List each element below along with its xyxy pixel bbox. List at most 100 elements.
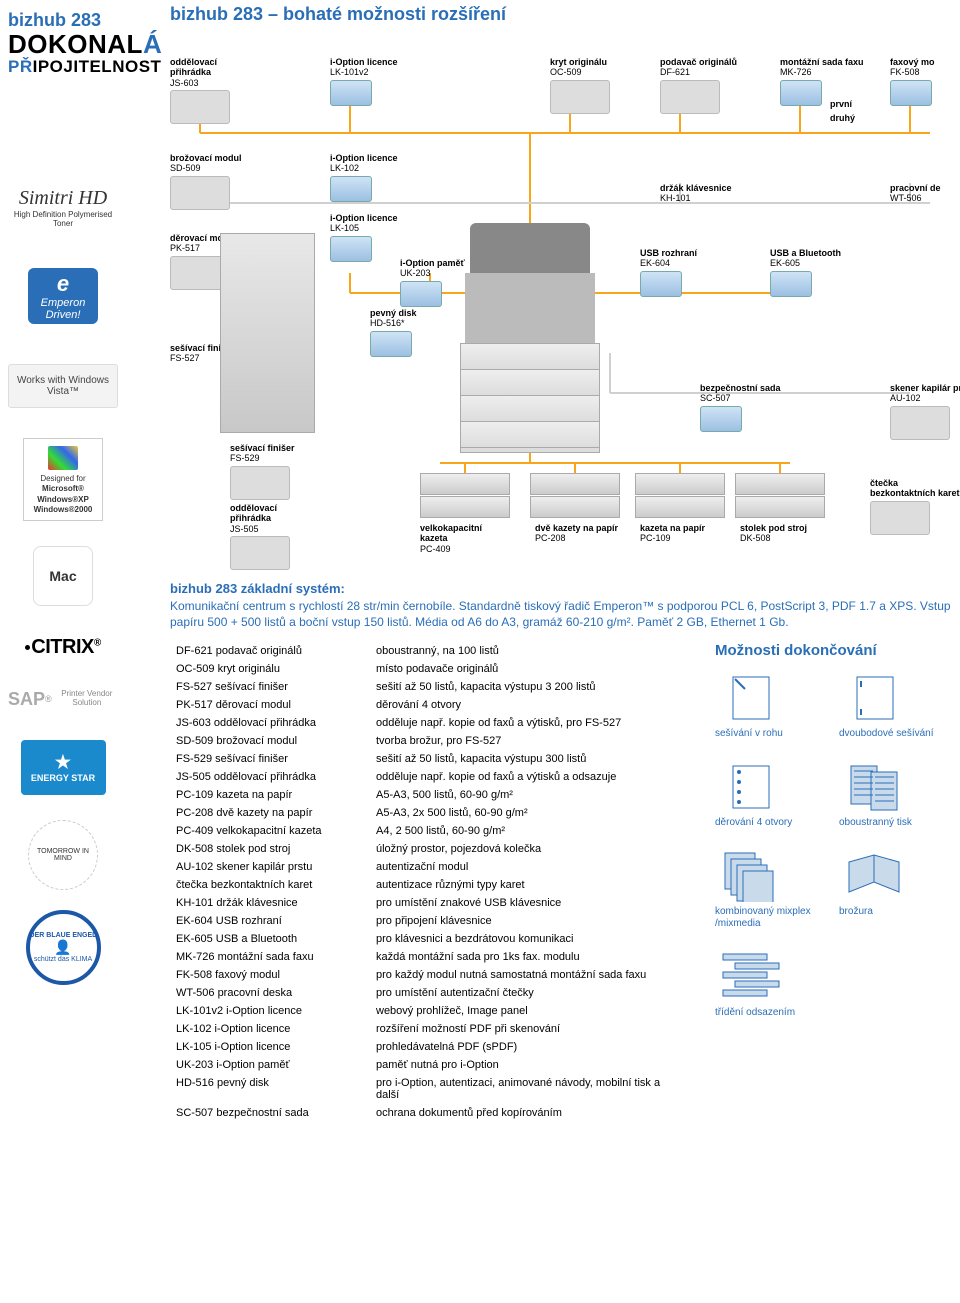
table-row: AU-102 skener kapilár prstuautentizační … [170,858,680,876]
spec-key: DK-508 stolek pod stroj [170,840,370,858]
simitri-text: Simitri HD [19,187,107,210]
spec-value: oboustranný, na 100 listů [370,642,680,660]
spec-key: PC-109 kazeta na papír [170,786,370,804]
tomorrow-text: TOMORROW IN MIND [28,820,98,890]
designed-os1: Microsoft® [28,484,98,494]
component-ek-605: USB a BluetoothEK-605 [770,248,860,297]
spec-key: PC-208 dvě kazety na papír [170,804,370,822]
logo-block: bizhub 283 DOKONALÁ PŘIPOJITELNOST [8,10,158,77]
component-hd-516-: pevný diskHD-516* [370,308,460,357]
finishing-item-duplex: oboustranný tisk [839,758,945,829]
booklet-icon [839,847,909,902]
spec-value: děrování 4 otvory [370,696,680,714]
component-lk-101v2: i-Option licenceLK-101v2 [330,57,420,106]
spec-key: SC-507 bezpečnostní sada [170,1104,370,1122]
component-pc-208: dvě kazety na papírPC-208 [535,523,625,544]
citrix-text: CITRIX [31,636,94,658]
table-row: SD-509 brožovací modultvorba brožur, pro… [170,732,680,750]
component-lk-102: i-Option licenceLK-102 [330,153,420,202]
slogan-2-rest: IPOJITELNOST [33,57,162,76]
paper-tray-stack [530,473,620,519]
slogan-2-accent: PŘ [8,57,33,76]
main: bizhub 283 – bohaté možnosti rozšíření o… [170,4,958,1122]
component-lk-105: i-Option licenceLK-105 [330,213,420,262]
table-row: PK-517 děrovací modulděrování 4 otvory [170,696,680,714]
spec-key: PC-409 velkokapacitní kazeta [170,822,370,840]
expansion-diagram: oddělovací přihrádkaJS-603 i-Option licen… [170,33,958,573]
spec-value: každá montážní sada pro 1ks fax. modulu [370,948,680,966]
spec-value: ochrana dokumentů před kopírováním [370,1104,680,1122]
blaue-title: DER BLAUE ENGEL [30,932,97,939]
table-row: LK-102 i-Option licencerozšíření možnost… [170,1020,680,1038]
table-row: SC-507 bezpečnostní sadaochrana dokument… [170,1104,680,1122]
badge-tomorrow: TOMORROW IN MIND [8,820,118,890]
table-row: čtečka bezkontaktních karetautentizace r… [170,876,680,894]
table-row: HD-516 pevný diskpro i-Option, autentiza… [170,1074,680,1104]
spec-key: LK-101v2 i-Option licence [170,1002,370,1020]
paper-tray-stack [735,473,825,519]
spec-key: MK-726 montážní sada faxu [170,948,370,966]
component-kh-101: držák klávesniceKH-101 [660,183,750,204]
table-row: LK-105 i-Option licenceprohledávatelná P… [170,1038,680,1056]
finishing-item-corner: sešívání v rohu [715,669,821,740]
component-js-505: oddělovací přihrádkaJS-505 [230,503,320,570]
spec-value: pro každý modul nutná samostatná montážn… [370,966,680,984]
bottom-section: DF-621 podavač originálůoboustranný, na … [170,642,958,1122]
spec-key: JS-505 oddělovací přihrádka [170,768,370,786]
finisher-illustration [220,233,315,433]
spec-key: UK-203 i-Option paměť [170,1056,370,1074]
slogan-line-2: PŘIPOJITELNOST [8,57,158,77]
spec-value: prohledávatelná PDF (sPDF) [370,1038,680,1056]
finishing-item-booklet: brožura [839,847,945,930]
basic-system-block: bizhub 283 základní systém: Komunikační … [170,581,958,630]
component-df-621: podavač originálůDF-621 [660,57,750,114]
table-row: DK-508 stolek pod strojúložný prostor, p… [170,840,680,858]
sap-sub: Printer Vendor Solution [56,690,118,708]
energy-text: ENERGY STAR [31,773,95,783]
table-row: JS-603 oddělovací přihrádkaodděluje např… [170,714,680,732]
spec-value: tvorba brožur, pro FS-527 [370,732,680,750]
mixplex-icon [715,847,785,902]
component-wt-506: pracovní deWT-506 [890,183,960,204]
spec-key: KH-101 držák klávesnice [170,894,370,912]
designed-label: Designed for [28,474,98,484]
star-icon: ★ [55,752,71,773]
spec-value: odděluje např. kopie od faxů a výtisků a… [370,768,680,786]
spec-value: paměť nutná pro i-Option [370,1056,680,1074]
spec-key: EK-605 USB a Bluetooth [170,930,370,948]
emperon-brand: Emperon [41,297,86,309]
component-pc-109: kazeta na papírPC-109 [640,523,730,544]
duplex-icon [839,758,909,813]
windows-flag-icon [48,446,78,470]
spec-value: pro umístění autentizační čtečky [370,984,680,1002]
spec-value: A5-A3, 2x 500 listů, 60-90 g/m² [370,804,680,822]
table-row: OC-509 kryt originálumísto podavače orig… [170,660,680,678]
spec-key: OC-509 kryt originálu [170,660,370,678]
finishing-item-offset: třídění odsazením [715,948,821,1019]
component-js-603: oddělovací přihrádkaJS-603 [170,57,260,124]
table-row: PC-208 dvě kazety na papírA5-A3, 2x 500 … [170,804,680,822]
main-title: bizhub 283 – bohaté možnosti rozšíření [170,4,958,25]
component-uk-203: i-Option paměťUK-203 [400,258,490,307]
sidebar: bizhub 283 DOKONALÁ PŘIPOJITELNOST Simit… [8,10,158,985]
table-row: FK-508 faxový modulpro každý modul nutná… [170,966,680,984]
spec-value: rozšíření možností PDF při skenování [370,1020,680,1038]
finishing-label: dvoubodové sešívání [839,728,945,740]
spec-key: EK-604 USB rozhraní [170,912,370,930]
spec-value: úložný prostor, pojezdová kolečka [370,840,680,858]
mac-text: Mac [49,568,76,584]
punch-icon [715,758,785,813]
spec-key: DF-621 podavač originálů [170,642,370,660]
component-pc-409: velkokapacitní kazetaPC-409 [420,523,510,554]
spec-value: pro i-Option, autentizaci, animované náv… [370,1074,680,1104]
designed-os2: Windows®XP [28,495,98,505]
spec-value: pro připojení klávesnice [370,912,680,930]
badge-energy-star: ★ ENERGY STAR [8,740,118,795]
table-row: DF-621 podavač originálůoboustranný, na … [170,642,680,660]
table-row: FS-527 sešívací finišersešití až 50 list… [170,678,680,696]
label-první: první [830,99,920,109]
table-row: PC-409 velkokapacitní kazetaA4, 2 500 li… [170,822,680,840]
finishing-item-mixplex: kombinovaný mixplex /mixmedia [715,847,821,930]
basic-title: bizhub 283 základní systém: [170,581,345,596]
spec-key: AU-102 skener kapilár prstu [170,858,370,876]
